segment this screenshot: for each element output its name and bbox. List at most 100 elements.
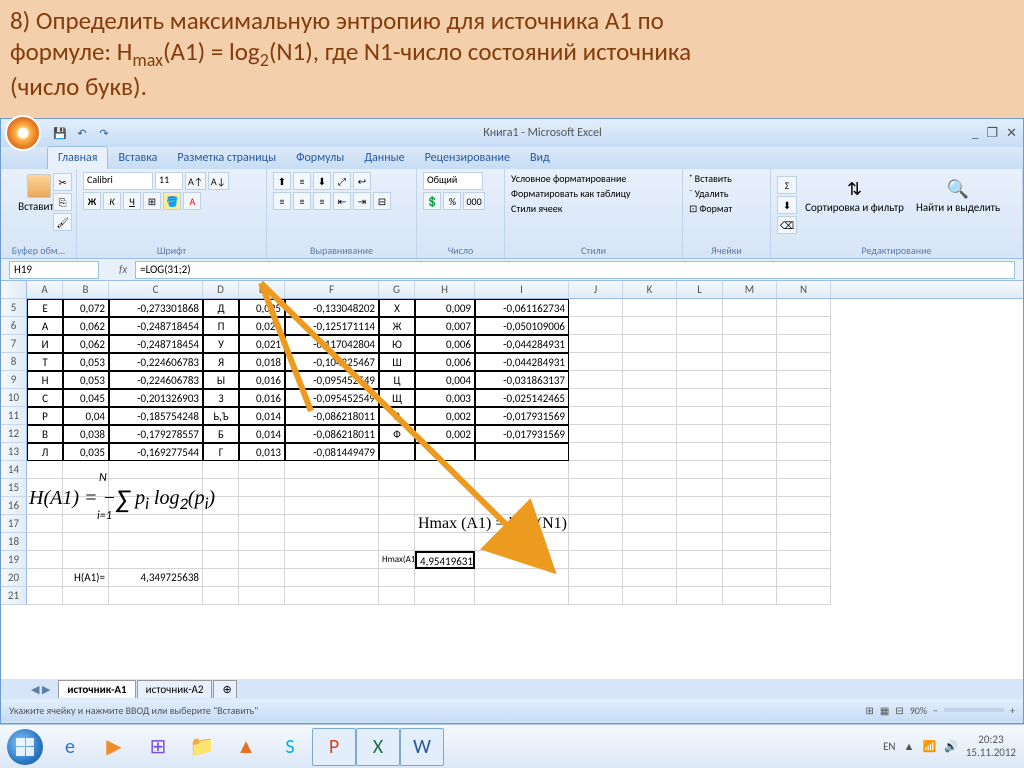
cell[interactable] [475,551,569,569]
comma-icon[interactable]: 000 [463,192,484,210]
cell[interactable]: 0,021 [239,335,285,353]
row-header[interactable]: 16 [1,497,27,515]
sheet-tab-1[interactable]: источник-А1 [58,680,135,698]
cell[interactable]: -0,044284931 [475,335,569,353]
col-header[interactable]: D [203,281,239,298]
cell[interactable] [777,443,831,461]
cell[interactable] [623,299,677,317]
col-header[interactable]: K [623,281,677,298]
cell[interactable] [723,425,777,443]
align-bot-icon[interactable]: ⬇ [313,172,331,190]
shrink-font-icon[interactable]: A↓ [208,172,229,190]
cell[interactable] [677,461,723,479]
cell[interactable] [415,569,475,587]
cell[interactable]: Ы [203,371,239,389]
cell[interactable]: 0,038 [63,425,109,443]
cell[interactable] [677,353,723,371]
zoom-in-icon[interactable]: + [1010,704,1015,717]
cell[interactable] [723,389,777,407]
cell[interactable] [677,533,723,551]
cell[interactable] [569,353,623,371]
cell[interactable]: Е [27,299,63,317]
cell[interactable] [723,569,777,587]
col-header[interactable]: J [569,281,623,298]
cell[interactable]: 0,023 [239,317,285,335]
cell[interactable] [777,551,831,569]
format-cells[interactable]: Формат [699,202,732,215]
skype-icon[interactable]: S [268,728,312,766]
clear-icon[interactable]: ⌫ [777,216,797,234]
cell[interactable] [239,515,285,533]
cell[interactable]: 0,004 [415,371,475,389]
cell[interactable] [677,443,723,461]
cell[interactable]: 0,002 [415,407,475,425]
cell[interactable] [723,335,777,353]
cell[interactable]: Ж [379,317,415,335]
cell[interactable]: Ц [379,371,415,389]
maximize-icon[interactable]: ❐ [986,126,998,141]
cell[interactable] [475,443,569,461]
media-icon[interactable]: ▶ [92,728,136,766]
cell[interactable] [239,533,285,551]
cell[interactable] [623,353,677,371]
cell[interactable] [723,533,777,551]
close-icon[interactable]: ✕ [1006,126,1017,141]
number-format[interactable]: Общий [423,172,483,190]
cell[interactable] [723,461,777,479]
cell[interactable] [623,371,677,389]
cell[interactable]: -0,095452549 [285,371,379,389]
cell[interactable] [285,497,379,515]
cell[interactable] [677,425,723,443]
cell[interactable]: П [203,317,239,335]
cell[interactable] [777,425,831,443]
cell[interactable] [203,461,239,479]
cell[interactable] [203,587,239,605]
cell[interactable]: -0,061162734 [475,299,569,317]
cell[interactable]: 4,95419631 [415,551,475,569]
cell[interactable] [27,461,63,479]
cell[interactable] [475,569,569,587]
cell[interactable]: Ю [379,335,415,353]
cell[interactable] [203,551,239,569]
cell[interactable] [379,515,415,533]
view-break-icon[interactable]: ⊟ [895,704,903,717]
cell[interactable]: 0,04 [63,407,109,425]
office-button[interactable] [5,115,41,151]
cell[interactable] [677,299,723,317]
cell[interactable]: 0,025 [239,299,285,317]
grow-font-icon[interactable]: A↑ [185,172,206,190]
tab-view[interactable]: Вид [520,147,560,169]
powerpoint-icon[interactable]: P [312,728,356,766]
tab-data[interactable]: Данные [354,147,414,169]
cell[interactable]: В [27,425,63,443]
qat-save-icon[interactable]: 💾 [51,124,69,142]
row-header[interactable]: 10 [1,389,27,407]
fill-color-icon[interactable]: 🪣 [163,192,181,210]
row-header[interactable]: 14 [1,461,27,479]
cell[interactable]: -0,031863137 [475,371,569,389]
cell[interactable] [777,389,831,407]
cell[interactable]: -0,179278557 [109,425,203,443]
cell[interactable]: 0,053 [63,371,109,389]
cell[interactable]: 0,013 [239,443,285,461]
fmt-table[interactable]: Форматировать как таблицу [511,187,631,200]
name-box[interactable]: H19 [9,261,99,279]
cell[interactable] [777,587,831,605]
cell[interactable] [415,479,475,497]
insert-cells[interactable]: Вставить [695,172,732,185]
cell[interactable] [285,479,379,497]
cell[interactable]: 0,007 [415,317,475,335]
tab-formulas[interactable]: Формулы [286,147,354,169]
cell[interactable] [677,407,723,425]
cell[interactable]: -0,248718454 [109,335,203,353]
vlc-icon[interactable]: ▲ [224,728,268,766]
cell[interactable]: -0,086218011 [285,407,379,425]
cell[interactable] [239,497,285,515]
cell[interactable] [723,515,777,533]
cell[interactable]: А [27,317,63,335]
cell[interactable] [677,389,723,407]
cell[interactable] [569,515,623,533]
align-right-icon[interactable]: ≡ [313,192,331,210]
col-header[interactable]: G [379,281,415,298]
cell[interactable] [239,551,285,569]
